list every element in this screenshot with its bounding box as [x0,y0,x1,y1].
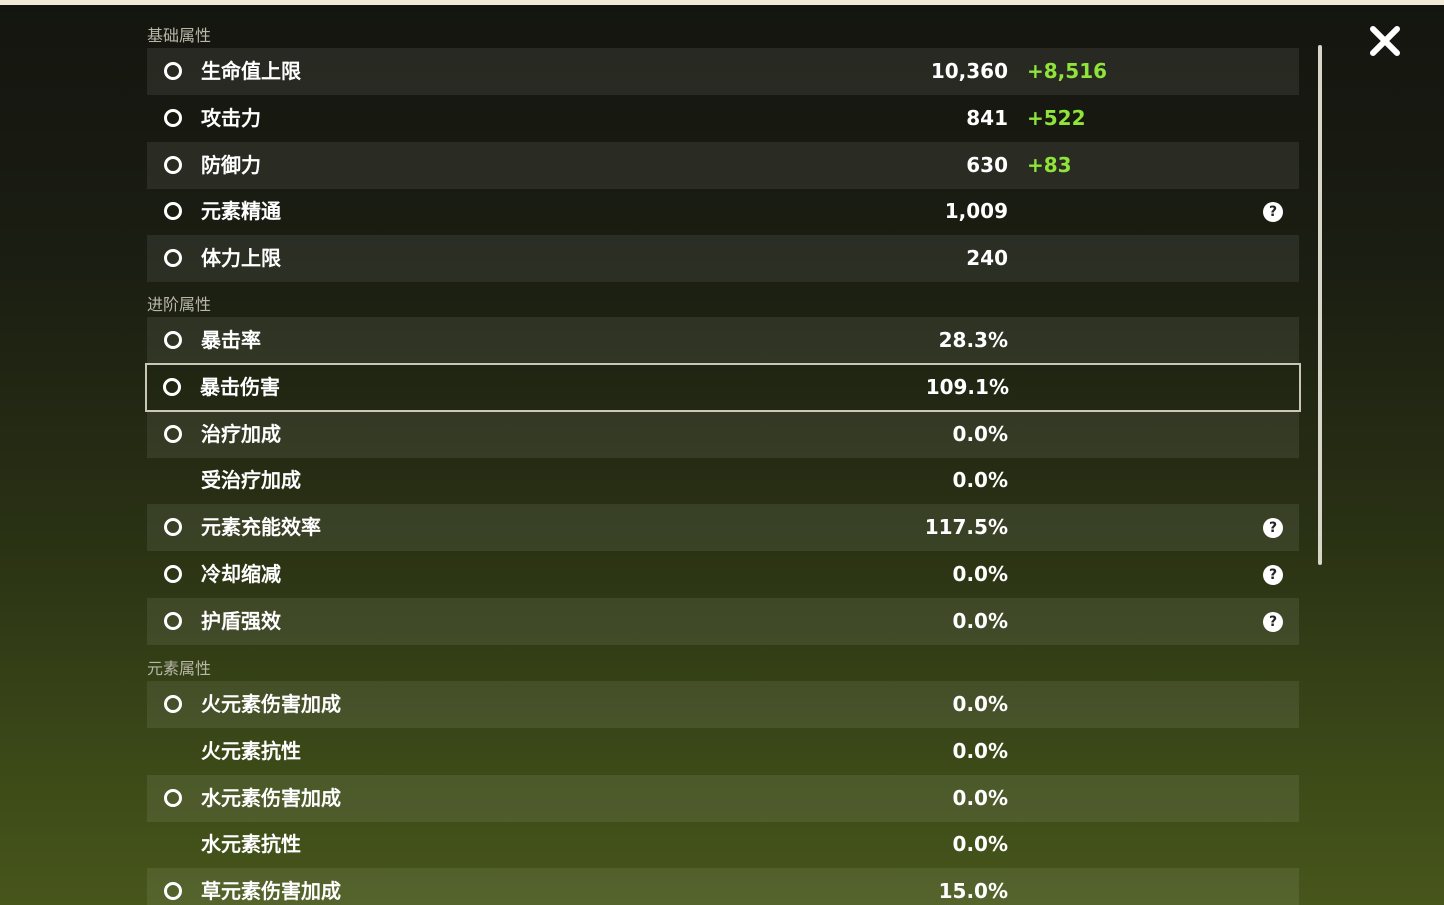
stat-bonus: +83 [1027,152,1072,177]
stat-icon [164,249,182,268]
stat-label: 生命值上限 [201,59,301,83]
stat-label: 草元素伤害加成 [201,879,341,904]
stat-row[interactable]: 体力上限 240 [147,235,1299,283]
stat-value: 0.0% [952,608,1008,633]
stat-row[interactable]: 水元素伤害加成 0.0% [147,774,1299,822]
stat-value: 240 [966,246,1008,271]
scrollbar[interactable] [1318,45,1322,565]
stat-label: 防御力 [201,152,261,177]
stat-value: 0.0% [952,832,1008,857]
stat-row[interactable]: 元素充能效率 117.5%? [147,504,1299,552]
stat-value: 0.0% [952,468,1008,493]
stat-icon [164,331,182,349]
stat-icon [164,202,182,221]
stat-value: 841 [966,105,1008,130]
stat-label: 攻击力 [201,105,261,130]
stat-label: 治疗加成 [201,421,281,446]
stat-value: 0.0% [952,421,1008,446]
stat-value: 630 [966,152,1008,177]
stat-row[interactable]: 受治疗加成 0.0% [147,457,1299,504]
stat-row[interactable]: 暴击率 28.3% [147,317,1299,364]
stat-icon [163,377,181,396]
top-strip [0,0,1444,5]
stat-icon [164,695,182,713]
section-title: 基础属性 [147,26,212,45]
stat-row[interactable]: 元素精通 1,009? [147,188,1299,235]
stat-icon [164,882,182,901]
stat-label: 体力上限 [201,246,281,271]
help-button[interactable]: ? [1263,202,1283,223]
stat-label: 元素精通 [201,199,281,224]
stat-value: 0.0% [952,562,1008,586]
stat-value: 1,009 [944,199,1008,224]
stat-label: 冷却缩减 [201,562,281,586]
stat-row[interactable]: 护盾强效 0.0%? [147,597,1299,645]
stat-row[interactable]: 火元素伤害加成 0.0% [147,681,1299,728]
stat-value: 0.0% [952,785,1008,810]
stat-row[interactable]: 水元素抗性 0.0% [147,821,1299,868]
stat-row[interactable]: 暴击伤害 109.1% [145,362,1301,412]
stat-label: 火元素抗性 [201,738,301,763]
section-title: 进阶属性 [147,295,212,314]
stat-label: 水元素伤害加成 [201,785,341,810]
stat-value: 117.5% [924,515,1008,540]
stat-value: 0.0% [952,692,1008,716]
stat-icon [164,62,182,80]
stat-row[interactable]: 治疗加成 0.0% [147,410,1299,458]
stat-icon [164,108,182,127]
help-button[interactable]: ? [1263,518,1283,539]
stat-value: 15.0% [938,879,1008,904]
stat-icon [164,565,182,583]
stat-icon [164,518,182,537]
stat-label: 受治疗加成 [201,468,301,493]
stat-label: 火元素伤害加成 [201,692,341,716]
stat-row[interactable]: 生命值上限 10,360 +8,516 [147,48,1299,95]
help-button[interactable]: ? [1263,565,1283,585]
stat-icon [164,788,182,807]
stat-row[interactable]: 草元素伤害加成 15.0% [147,868,1299,905]
stat-row[interactable]: 冷却缩减 0.0%? [147,551,1299,598]
stat-bonus: +8,516 [1027,59,1108,83]
stat-icon [164,424,182,443]
stat-label: 水元素抗性 [201,832,301,857]
stat-icon [164,155,182,174]
stat-row[interactable]: 攻击力 841 +522 [147,95,1299,142]
stat-value: 0.0% [952,738,1008,763]
stat-icon [164,611,182,630]
stat-value: 109.1% [925,374,1009,399]
stat-label: 元素充能效率 [201,515,321,540]
stat-value: 28.3% [938,328,1008,352]
stat-row[interactable]: 防御力 630 +83 [147,141,1299,189]
stat-value: 10,360 [930,59,1008,83]
stat-bonus: +522 [1027,105,1086,130]
help-button[interactable]: ? [1263,611,1283,632]
stat-label: 护盾强效 [201,608,281,633]
section-title: 元素属性 [147,659,212,678]
stat-label: 暴击伤害 [200,374,280,399]
close-icon [1370,26,1400,56]
stat-row[interactable]: 火元素抗性 0.0% [147,728,1299,775]
stat-label: 暴击率 [201,328,261,352]
close-button[interactable] [1368,24,1402,58]
